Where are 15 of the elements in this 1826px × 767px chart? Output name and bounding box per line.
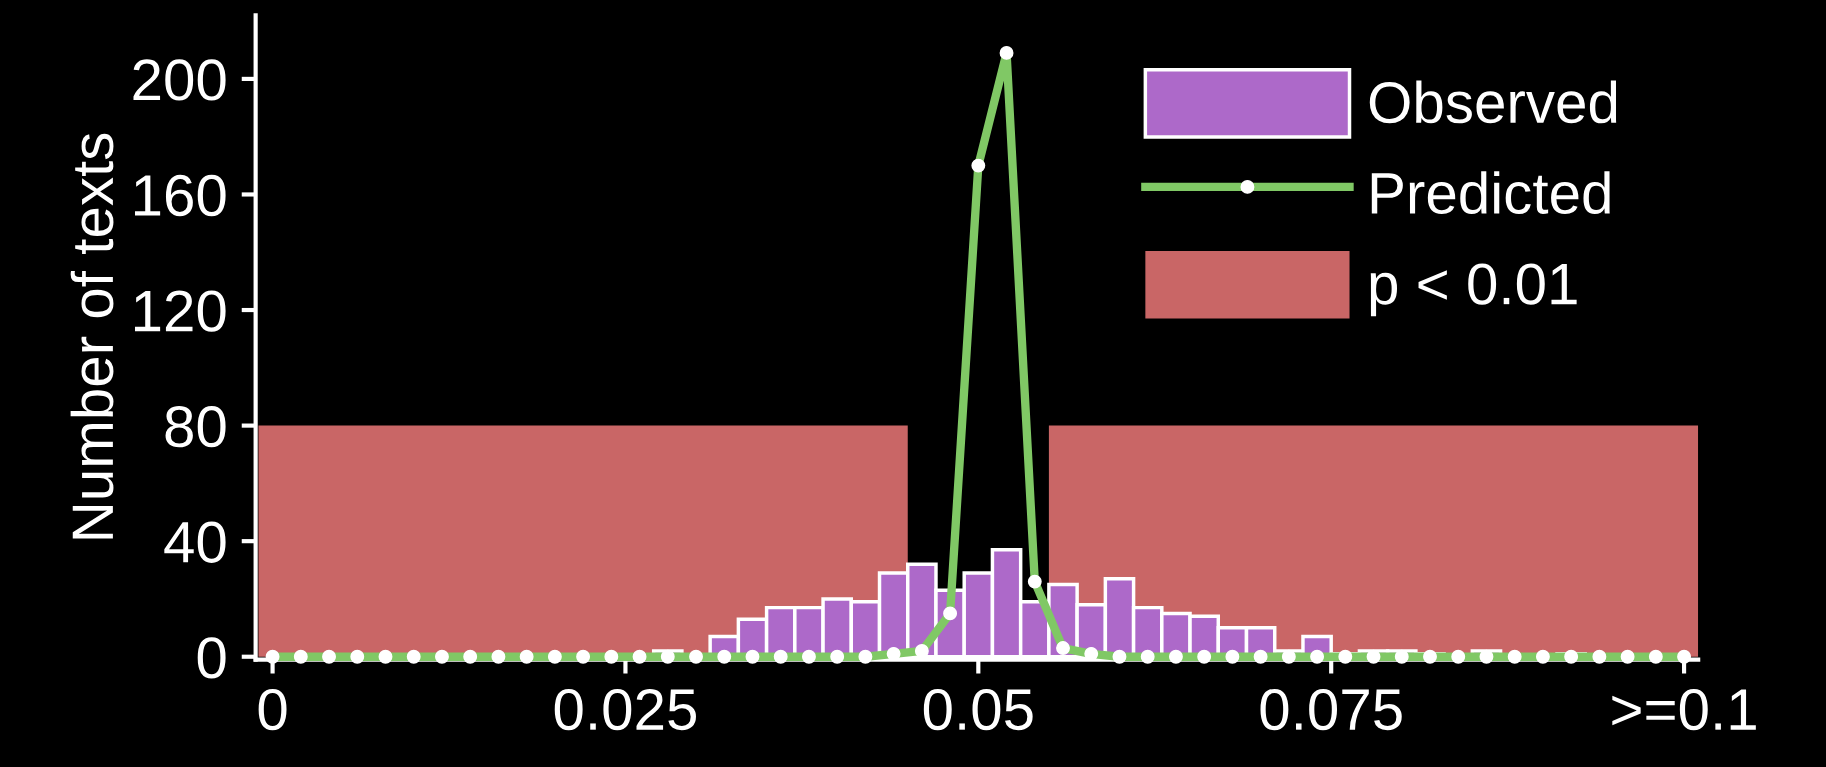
y-tick-label: 80 xyxy=(165,406,226,448)
y-tick-label: 0 xyxy=(197,637,226,679)
x-tick-label: 0 xyxy=(258,688,287,731)
y-tick-label: 160 xyxy=(134,174,226,217)
x-tick-label: 0.05 xyxy=(923,688,1033,731)
y-axis-title: Number of texts xyxy=(70,133,114,539)
legend-label: Observed xyxy=(1369,80,1617,124)
x-tick-label: 0.075 xyxy=(1260,688,1402,731)
y-tick-label: 120 xyxy=(134,290,226,332)
legend-label: Predicted xyxy=(1371,171,1610,215)
y-tick-label: 40 xyxy=(164,521,226,563)
x-tick-label: >=0.1 xyxy=(1612,688,1756,731)
x-tick-label: 0.025 xyxy=(554,688,696,731)
legend-label: p < 0.01 xyxy=(1370,263,1577,317)
y-tick-label: 200 xyxy=(133,59,226,101)
